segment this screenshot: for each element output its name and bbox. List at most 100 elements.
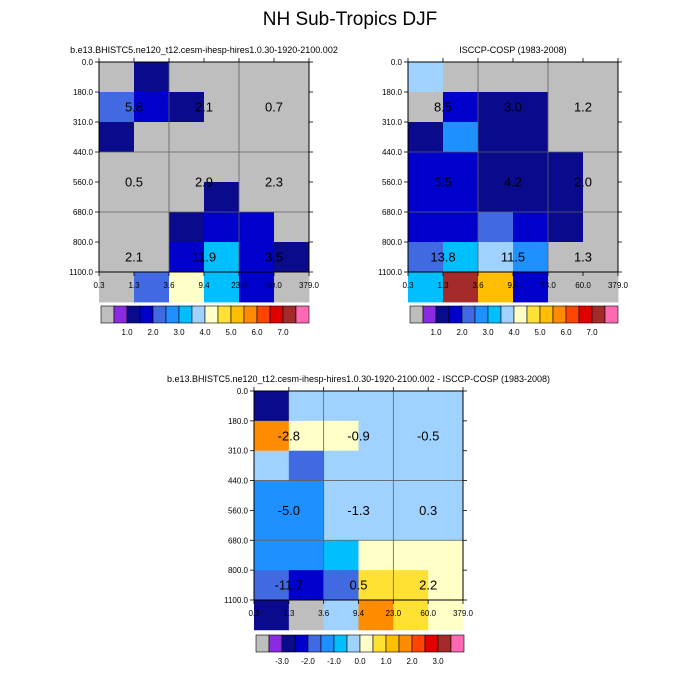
heatmap-cell (393, 510, 429, 541)
colorbar-swatch (604, 305, 619, 324)
heatmap-cell (513, 272, 549, 303)
heatmap-cell (478, 92, 514, 123)
colorbar-swatch (307, 634, 322, 653)
colorbar-swatch (526, 305, 541, 324)
heatmap-cell (323, 540, 359, 571)
heatmap-cell (548, 182, 584, 213)
y-tick-label: 560.0 (73, 178, 94, 187)
heatmap-cell (358, 540, 394, 571)
x-tick-label: 379.0 (299, 281, 320, 290)
heatmap-cell (548, 212, 584, 243)
colorbar-swatch (204, 305, 219, 324)
colorbar-label: -2.0 (301, 657, 315, 666)
colorbar-swatch (268, 634, 283, 653)
heatmap-cell (478, 212, 514, 243)
x-tick-label: 60.0 (575, 281, 591, 290)
x-tick-label: 0.3 (402, 281, 414, 290)
x-tick-label: 60.0 (420, 609, 436, 618)
heatmap-cell (239, 182, 275, 213)
y-tick-label: 0.0 (237, 387, 249, 396)
heatmap-cell (408, 152, 444, 183)
heatmap-cell (548, 92, 584, 123)
colorbar-label: 2.0 (456, 328, 468, 337)
region-value-label: -11.7 (274, 578, 303, 593)
heatmap-cell (358, 570, 394, 601)
y-tick-label: 560.0 (382, 178, 403, 187)
x-tick-label: 23.0 (386, 609, 402, 618)
y-tick-label: 1100.0 (378, 268, 402, 277)
colorbar-swatch (243, 305, 258, 324)
heatmap-cell (134, 92, 170, 123)
heatmap-cell (583, 62, 619, 93)
region-value-label: 3.0 (504, 100, 522, 115)
region-value-label: 5.5 (434, 175, 452, 190)
heatmap-cell (358, 480, 394, 511)
colorbar-swatch (152, 305, 167, 324)
colorbar-swatch (474, 305, 489, 324)
colorbar-swatch (255, 634, 270, 653)
heatmap-cell (393, 540, 429, 571)
x-tick-label: 23.0 (231, 281, 247, 290)
heatmap-cell (288, 391, 325, 422)
region-value-label: 2.3 (265, 175, 283, 190)
colorbar: 1.0 2.0 3.0 4.0 5.0 6.0 7.0 (100, 305, 310, 337)
heatmap-cell (99, 242, 135, 273)
heatmap-cell (134, 272, 170, 303)
heatmap-cell (393, 450, 429, 481)
heatmap-cell (99, 212, 135, 243)
y-tick-label: 0.0 (391, 58, 403, 67)
colorbar-swatch (411, 634, 426, 653)
heatmap-cell (254, 420, 290, 452)
heatmap-cell (358, 420, 394, 452)
colorbar-swatch (294, 634, 309, 653)
panel-title: b.e13.BHISTC5.ne120_t12.cesm-ihesp-hires… (167, 374, 550, 384)
colorbar-label: -3.0 (275, 657, 289, 666)
colorbar-swatch (591, 305, 606, 324)
heatmap-cell (583, 92, 619, 123)
heatmap-cell (393, 420, 429, 452)
heatmap-cell (583, 272, 619, 303)
colorbar-swatch (461, 305, 476, 324)
heatmap-panel-1: b.e13.BHISTC5.ne120_t12.cesm-ihesp-hires… (69, 45, 338, 337)
heatmap-cell (443, 62, 479, 93)
heatmap-cell (393, 570, 429, 601)
colorbar-label: 3.0 (482, 328, 494, 337)
colorbar-swatch (424, 634, 439, 653)
region-value-label: 2.1 (125, 250, 143, 265)
y-tick-label: 310.0 (73, 118, 94, 127)
heatmap-cell (274, 272, 310, 303)
colorbar-label: 2.0 (406, 657, 418, 666)
heatmap-cell (134, 242, 170, 273)
colorbar-swatch (385, 634, 400, 653)
region-value-label: 11.9 (192, 250, 216, 265)
heatmap-cell (254, 600, 290, 631)
x-tick-label: 1.3 (283, 609, 295, 618)
heatmap-cell (169, 212, 205, 243)
colorbar-label: 3.0 (432, 657, 444, 666)
x-tick-label: 0.3 (248, 609, 260, 618)
y-tick-label: 310.0 (228, 447, 249, 456)
heatmap-cell (428, 450, 464, 481)
heatmap-cell (134, 62, 170, 93)
y-tick-label: 1100.0 (224, 596, 248, 605)
colorbar-swatch (409, 305, 424, 324)
colorbar-swatch (437, 634, 452, 653)
colorbar-swatch (295, 305, 310, 324)
heatmap-cell (513, 92, 549, 123)
colorbar-label: 4.0 (508, 328, 520, 337)
colorbar-label: 3.0 (173, 328, 185, 337)
region-value-label: 0.5 (349, 578, 367, 593)
heatmap-cell (358, 510, 394, 541)
heatmap-cell (443, 212, 479, 243)
colorbar-swatch (217, 305, 232, 324)
colorbar-swatch (281, 634, 296, 653)
heatmap-cell (169, 62, 205, 93)
region-value-label: 3.5 (265, 250, 283, 265)
x-tick-label: 23.0 (540, 281, 556, 290)
heatmap-cell (583, 212, 619, 243)
x-tick-label: 9.4 (353, 609, 365, 618)
heatmap-cell (443, 92, 479, 123)
heatmap-cell (323, 600, 359, 631)
colorbar: 1.0 2.0 3.0 4.0 5.0 6.0 7.0 (409, 305, 619, 337)
